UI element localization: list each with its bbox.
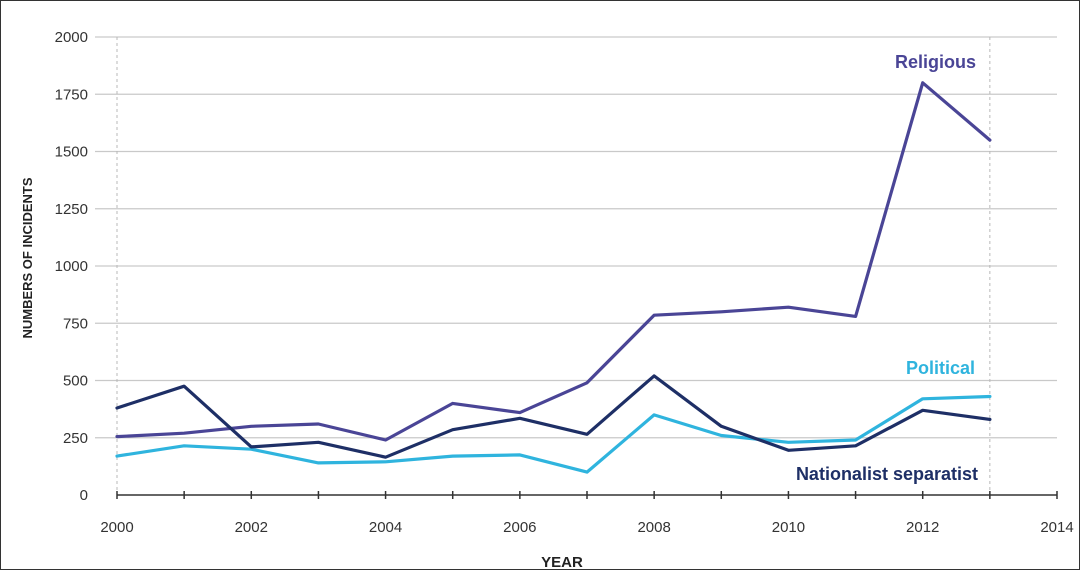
axes bbox=[116, 491, 1058, 499]
y-tick-label: 1500 bbox=[55, 144, 88, 161]
x-tick-label: 2014 bbox=[1040, 519, 1073, 536]
reference-lines bbox=[116, 37, 991, 495]
x-tick-label: 2008 bbox=[637, 519, 670, 536]
y-tick-label: 1000 bbox=[55, 258, 88, 275]
gridlines bbox=[95, 36, 1057, 439]
x-tick-label: 2000 bbox=[100, 519, 133, 536]
series-label-nationalist-separatist: Nationalist separatist bbox=[796, 464, 978, 484]
y-tick-label: 1250 bbox=[55, 201, 88, 218]
y-tick-label: 1750 bbox=[55, 86, 88, 103]
x-tick-labels: 2000 2002 2004 2006 2008 2010 2012 2014 bbox=[100, 519, 1073, 536]
y-tick-label: 750 bbox=[63, 315, 88, 332]
y-tick-label: 2000 bbox=[55, 29, 88, 46]
y-tick-label: 0 bbox=[80, 487, 88, 504]
x-tick-label: 2010 bbox=[772, 519, 805, 536]
series-line-religious bbox=[115, 81, 992, 442]
x-tick-label: 2004 bbox=[369, 519, 402, 536]
y-axis-title: NUMBERS OF INCIDENTS bbox=[20, 177, 35, 338]
x-tick-label: 2006 bbox=[503, 519, 536, 536]
series-line-nationalist-separatist bbox=[115, 374, 992, 459]
x-tick-label: 2012 bbox=[906, 519, 939, 536]
x-tick-label: 2002 bbox=[235, 519, 268, 536]
series-label-political: Political bbox=[906, 358, 975, 378]
series-label-religious: Religious bbox=[895, 52, 976, 72]
series-lines bbox=[115, 81, 992, 474]
y-tick-label: 250 bbox=[63, 430, 88, 447]
x-axis-title: YEAR bbox=[541, 554, 583, 571]
y-tick-labels: 0 250 500 750 1000 1250 1500 1750 2000 bbox=[55, 29, 88, 504]
series-labels: Religious Political Nationalist separatist bbox=[796, 52, 978, 484]
y-tick-label: 500 bbox=[63, 373, 88, 390]
series-line-political bbox=[115, 394, 992, 474]
